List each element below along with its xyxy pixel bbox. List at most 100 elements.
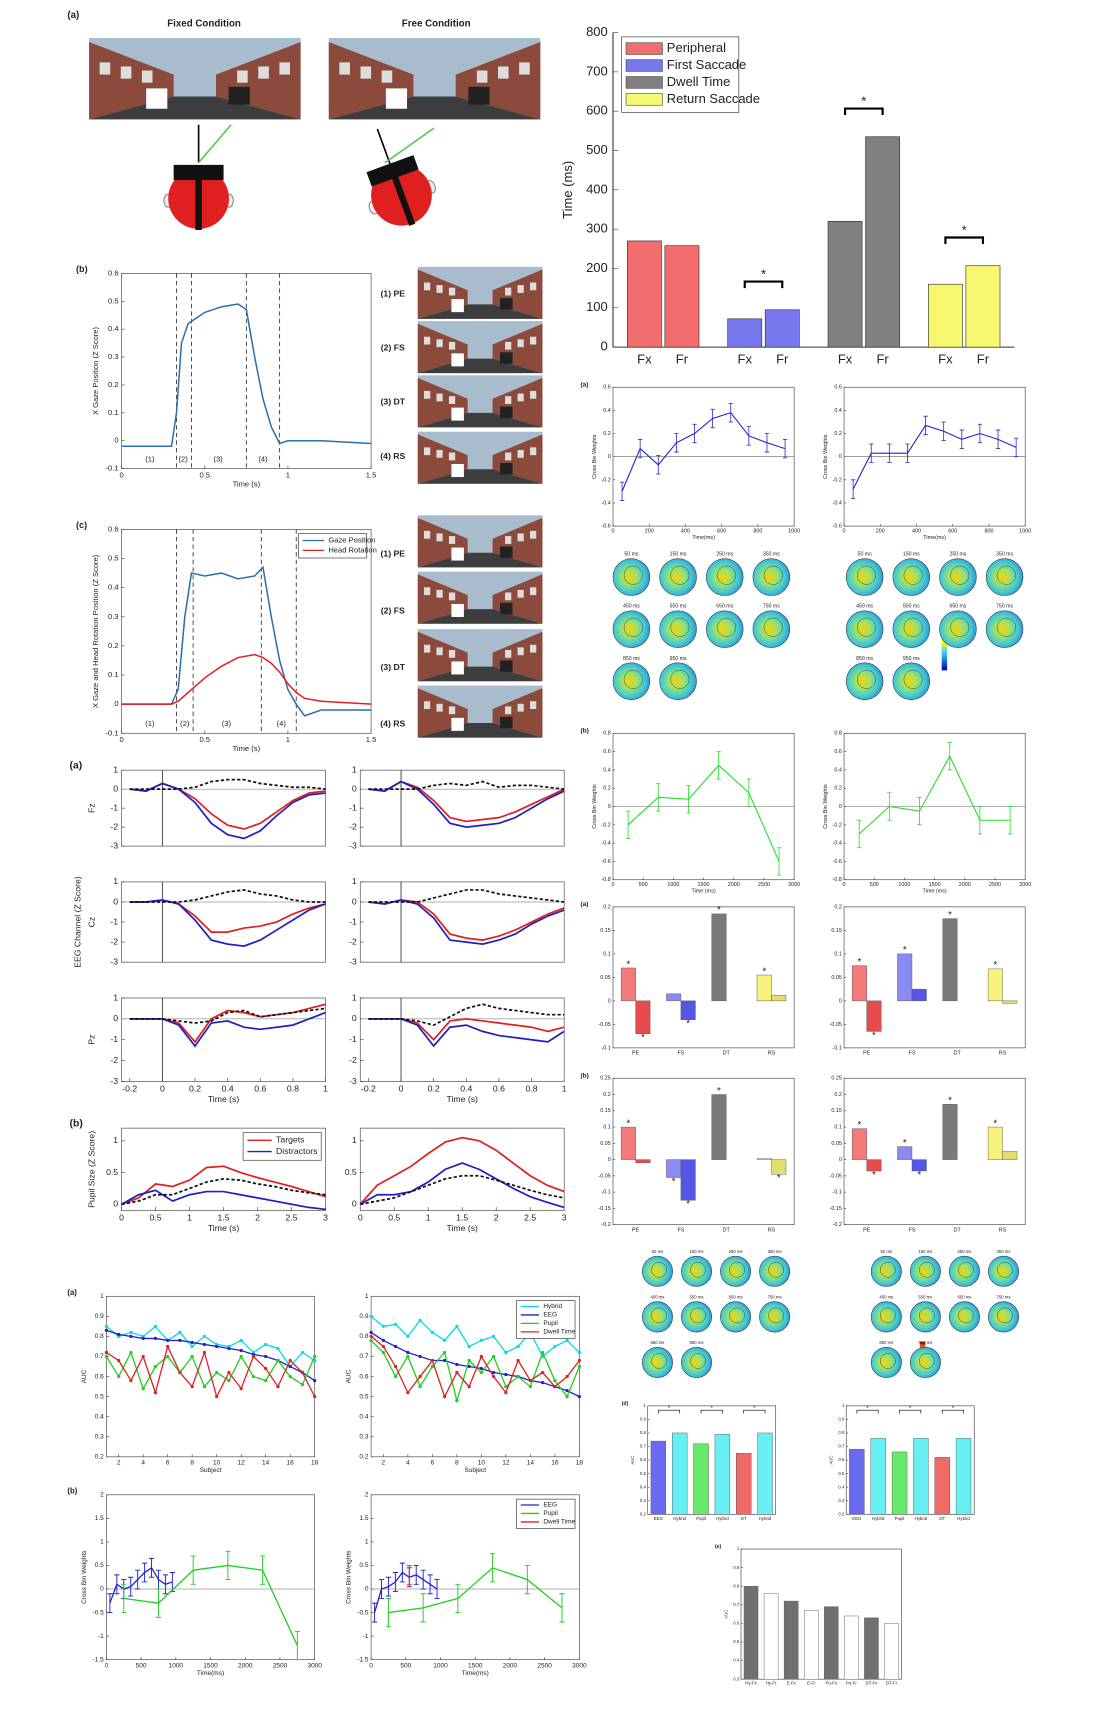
bar [711, 913, 727, 1002]
y-tick-label: 0.2 [838, 1511, 845, 1516]
y-tick-label: 0.5 [359, 1393, 368, 1400]
group-axis-label: EEG Channel (Z Score) [73, 876, 83, 968]
significance-label: * [668, 1406, 671, 1412]
scene-window [517, 393, 524, 402]
x-tick-label: FS [677, 1051, 684, 1057]
topo-contour [670, 669, 690, 689]
significance-label: * [762, 966, 766, 977]
x-tick-label: E-Fx [787, 1681, 797, 1686]
scene-window [505, 536, 512, 544]
significance-bracket [658, 1409, 681, 1414]
x-tick-label: Pu-Fr [846, 1681, 857, 1686]
topo-contour [958, 1307, 974, 1324]
frame-label: (2) FS [381, 343, 405, 353]
y-axis-label: Pz [86, 1035, 96, 1045]
line [121, 565, 372, 717]
bar [911, 1159, 927, 1172]
line [105, 1325, 316, 1368]
significance-label: * [948, 910, 952, 921]
panel-label: (c) [76, 520, 87, 530]
topo-map [642, 1301, 673, 1333]
y-tick-label: 1 [365, 1539, 369, 1546]
y-tick-label: 0.5 [838, 1471, 845, 1476]
error-bar [406, 1564, 412, 1585]
head-free [366, 128, 436, 226]
error-bar [856, 819, 862, 849]
topo-label: 850 ms [650, 1340, 664, 1345]
y-tick-label: -2 [110, 936, 118, 946]
error-bar [371, 1602, 378, 1623]
scene-window [381, 70, 393, 83]
bar [672, 1432, 688, 1515]
y-tick-label: 0.4 [640, 1484, 647, 1489]
plot-frame [359, 881, 565, 963]
topo-map [659, 610, 697, 648]
legend-label: Peripheral [667, 40, 726, 55]
y-axis-label: AUC [346, 1369, 353, 1383]
frame-label: (4) RS [380, 719, 405, 729]
significance-label: * [866, 1406, 869, 1412]
y-tick-label: 0.5 [95, 1562, 104, 1569]
x-tick-label: 2000 [728, 882, 740, 888]
y-tick-label: 0.1 [603, 951, 611, 957]
line [359, 1162, 565, 1209]
topo-label: 450 ms [879, 1294, 893, 1299]
topo-map [612, 610, 651, 648]
phase-label: (2) [179, 455, 189, 464]
x-tick-label: 1 [562, 1084, 567, 1094]
y-tick-label: -0.6 [833, 524, 842, 530]
phase-label: (3) [222, 719, 232, 728]
legend-label: EEG [543, 1312, 557, 1319]
bar [1002, 1000, 1018, 1004]
y-tick-label: 0 [608, 998, 611, 1004]
y-tick-label: 0.3 [640, 1498, 647, 1503]
scene-window [505, 706, 512, 715]
bar [756, 974, 772, 1002]
significance-label: * [993, 960, 997, 971]
y-tick-label: -1 [110, 916, 118, 926]
topo-map [759, 1301, 791, 1333]
line [359, 1136, 565, 1205]
x-tick-label: RS [768, 1228, 776, 1234]
scene-window [436, 285, 443, 293]
topo-map [988, 1301, 1019, 1333]
y-tick-label: -0.6 [833, 859, 842, 865]
y-tick-label: -1.5 [357, 1656, 369, 1663]
y-tick-label: 0.6 [640, 1457, 647, 1462]
topo-label: 50 ms [652, 1249, 664, 1254]
y-tick-label: 0.05 [831, 1141, 842, 1147]
scene-window [436, 647, 443, 656]
y-tick-label: 1 [100, 1293, 104, 1300]
scene-window [519, 62, 530, 75]
scene-target [451, 717, 464, 731]
bar [965, 265, 1001, 348]
gaze-arrow [384, 127, 435, 164]
y-tick-label: 0 [113, 783, 118, 793]
y-tick-label: 0.4 [838, 1484, 845, 1489]
y-tick-label: 0.2 [834, 904, 842, 910]
y-tick-label: 0.1 [108, 408, 119, 417]
bar [870, 1438, 886, 1515]
x-tick-label: 3000 [307, 1662, 322, 1669]
topo-map [752, 610, 791, 648]
x-tick-label: 3000 [788, 882, 800, 888]
y-tick-label: -1 [110, 802, 118, 812]
line [370, 1335, 580, 1399]
y-tick-label: 0.05 [600, 1141, 611, 1147]
scene-window [530, 587, 537, 596]
topo-label: 150 ms [903, 552, 920, 558]
y-tick-label: -0.2 [601, 1222, 610, 1228]
scene-window [436, 393, 443, 402]
bar [897, 953, 913, 1002]
plot-frame [612, 1077, 795, 1226]
x-tick-label: 3 [562, 1213, 567, 1223]
y-tick-label: 0 [365, 1586, 369, 1593]
y-tick-label: 1 [842, 1403, 845, 1408]
significance-label: * [948, 1096, 952, 1107]
y-tick-label: 0.4 [359, 1413, 368, 1420]
topo-map [845, 558, 884, 596]
significance-label: * [686, 1019, 690, 1030]
significance-label: * [962, 222, 967, 237]
scene-road [417, 666, 543, 682]
y-tick-label: -0.2 [833, 477, 842, 483]
